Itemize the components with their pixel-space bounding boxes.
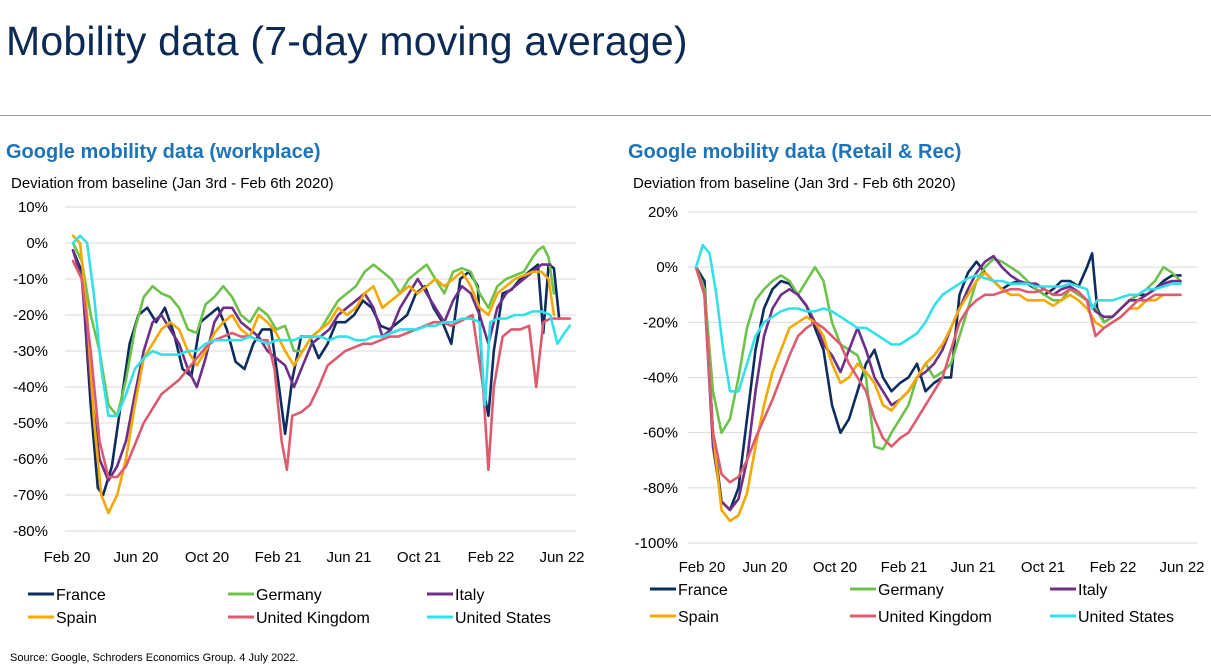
- retail-series-united-kingdom: [694, 265, 1182, 484]
- retail-ytick-label: -20%: [643, 314, 678, 331]
- retail-series-france: [694, 252, 1182, 512]
- workplace-xtick-label: Oct 20: [185, 549, 229, 566]
- workplace-legend-label-france: France: [56, 587, 106, 604]
- retail-ytick-label: -40%: [643, 370, 678, 387]
- workplace-ytick-label: 0%: [26, 235, 48, 252]
- retail-series-italy: [694, 254, 1182, 512]
- retail-xtick-label: Feb 20: [679, 559, 726, 576]
- retail-series-germany: [694, 257, 1182, 451]
- retail-legend-label-italy: Italy: [1078, 582, 1107, 599]
- retail-legend-label-germany: Germany: [878, 582, 944, 599]
- retail-legend-label-united-kingdom: United Kingdom: [878, 609, 992, 626]
- workplace-xtick-label: Jun 21: [326, 549, 371, 566]
- workplace-legend-label-united-kingdom: United Kingdom: [256, 610, 370, 627]
- retail-xtick-label: Feb 21: [881, 559, 928, 576]
- workplace-ytick-label: -20%: [13, 307, 48, 324]
- source-note: Source: Google, Schroders Economics Grou…: [10, 652, 299, 664]
- retail-xtick-label: Jun 20: [742, 559, 787, 576]
- workplace-ytick-label: -10%: [13, 271, 48, 288]
- retail-xtick-label: Feb 22: [1090, 559, 1137, 576]
- workplace-ytick-label: -60%: [13, 451, 48, 468]
- workplace-legend-label-united-states: United States: [455, 610, 551, 627]
- page-title: Mobility data (7-day moving average): [6, 18, 688, 64]
- workplace-ytick-label: -40%: [13, 379, 48, 396]
- workplace-legend-label-germany: Germany: [256, 587, 322, 604]
- workplace-xtick-label: Feb 20: [44, 549, 91, 566]
- retail-chart-subtitle: Deviation from baseline (Jan 3rd - Feb 6…: [633, 175, 956, 192]
- retail-ytick-label: -100%: [635, 535, 678, 552]
- workplace-ytick-label: -70%: [13, 487, 48, 504]
- workplace-series-germany: [71, 241, 556, 418]
- retail-series-spain: [694, 265, 1182, 523]
- workplace-xtick-label: Oct 21: [397, 549, 441, 566]
- workplace-xtick-label: Feb 21: [255, 549, 302, 566]
- retail-ytick-label: 20%: [648, 204, 678, 221]
- workplace-chart-title: Google mobility data (workplace): [6, 141, 321, 163]
- workplace-ytick-label: -80%: [13, 523, 48, 540]
- workplace-series-united-states: [71, 234, 572, 418]
- workplace-xtick-label: Jun 20: [113, 549, 158, 566]
- retail-chart-title: Google mobility data (Retail & Rec): [628, 141, 962, 163]
- workplace-legend-label-italy: Italy: [455, 587, 484, 604]
- title-divider: [0, 115, 1211, 116]
- workplace-xtick-label: Jun 22: [539, 549, 584, 566]
- retail-ytick-label: -60%: [643, 425, 678, 442]
- retail-legend-label-united-states: United States: [1078, 609, 1174, 626]
- retail-legend-label-france: France: [678, 582, 728, 599]
- retail-xtick-label: Oct 21: [1021, 559, 1065, 576]
- workplace-legend-label-spain: Spain: [56, 610, 97, 627]
- workplace-ytick-label: 10%: [18, 199, 48, 216]
- workplace-series-united-kingdom: [71, 259, 572, 479]
- workplace-ytick-label: -30%: [13, 343, 48, 360]
- retail-legend-label-spain: Spain: [678, 609, 719, 626]
- workplace-series-italy: [71, 248, 552, 482]
- retail-series-united-states: [694, 243, 1182, 393]
- retail-ytick-label: -80%: [643, 480, 678, 497]
- workplace-ytick-label: -50%: [13, 415, 48, 432]
- retail-xtick-label: Oct 20: [813, 559, 857, 576]
- workplace-xtick-label: Feb 22: [468, 549, 515, 566]
- retail-ytick-label: 0%: [656, 259, 678, 276]
- retail-xtick-label: Jun 22: [1159, 559, 1204, 576]
- retail-xtick-label: Jun 21: [950, 559, 995, 576]
- workplace-chart-subtitle: Deviation from baseline (Jan 3rd - Feb 6…: [11, 175, 334, 192]
